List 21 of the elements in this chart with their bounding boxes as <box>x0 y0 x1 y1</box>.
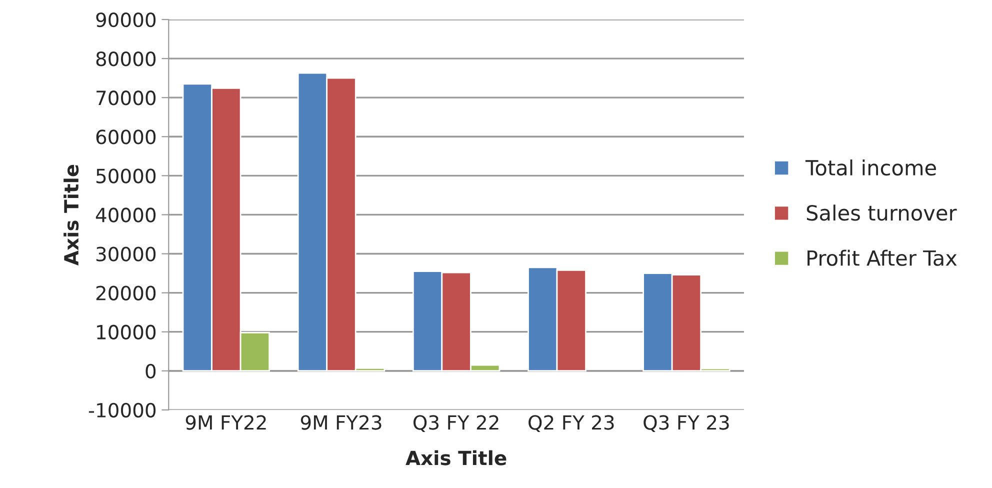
x-tick-label: 9M FY23 <box>300 415 382 430</box>
legend-label: Profit After Tax <box>808 250 957 266</box>
y-tick-label: 40000 <box>96 208 156 222</box>
x-axis-title: Axis Title <box>406 450 506 466</box>
x-tick-label: 9M FY22 <box>186 415 266 430</box>
y-tick-label: 60000 <box>96 130 156 144</box>
y-tick-label: 80000 <box>96 52 156 66</box>
x-tick-label: Q3 FY 23 <box>644 415 729 432</box>
x-tick-label: Q2 FY 23 <box>528 415 614 432</box>
y-tick-label: 90000 <box>96 12 156 28</box>
x-tick-label: Q3 FY 22 <box>413 415 498 432</box>
y-tick-label: -10000 <box>88 402 156 418</box>
legend-label: Sales turnover <box>806 204 957 221</box>
y-tick-label: 70000 <box>96 90 156 106</box>
y-tick-label: 30000 <box>96 246 156 262</box>
y-tick-label: 10000 <box>97 324 156 340</box>
y-tick-label: 50000 <box>96 168 156 184</box>
y-tick-label: 0 <box>146 364 156 379</box>
y-axis-title: Axis Title <box>64 164 79 266</box>
legend-label: Total income <box>805 159 936 176</box>
y-tick-label: 20000 <box>96 286 156 300</box>
